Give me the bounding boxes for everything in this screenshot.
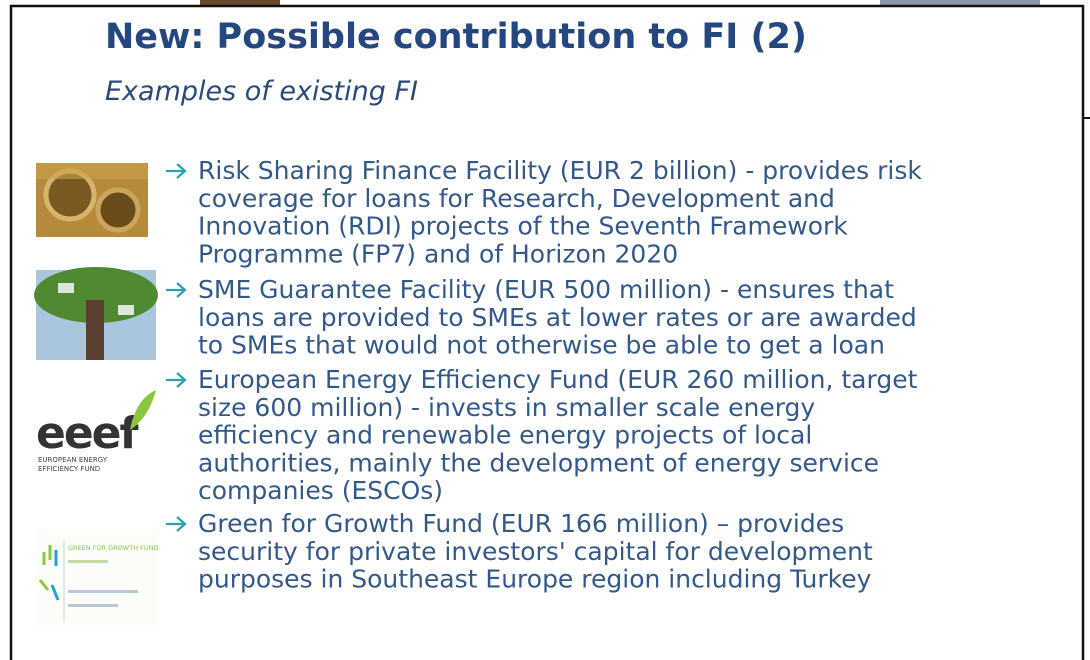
bullet-arrow	[166, 373, 185, 387]
slide-subtitle: Examples of existing FI	[105, 76, 418, 107]
logo-caption: EFFICIENCY FUND	[38, 465, 100, 473]
bullet-arrow	[166, 283, 185, 297]
bullet-arrow	[166, 517, 185, 531]
logo-text: eeef	[36, 408, 140, 459]
bullet-line: Green for Growth Fund (EUR 166 million) …	[198, 509, 844, 538]
tree-image	[34, 267, 158, 360]
bullet-line: coverage for loans for Research, Develop…	[198, 184, 835, 213]
gears-image	[36, 163, 148, 237]
bullet-line: companies (ESCOs)	[198, 476, 443, 505]
eeef-logo: eeef EUROPEAN ENERGY EFFICIENCY FUND	[36, 390, 156, 473]
bullet-line: Risk Sharing Finance Facility (EUR 2 bil…	[198, 156, 922, 185]
bullet-line: size 600 million) - invests in smaller s…	[198, 393, 815, 422]
bullet-line: to SMEs that would not otherwise be able…	[198, 331, 885, 360]
slide-title: New: Possible contribution to FI (2)	[105, 17, 807, 57]
ggf-logo: GREEN FOR GROWTH FUND	[36, 530, 159, 626]
bullet-line: purposes in Southeast Europe region incl…	[198, 565, 872, 594]
bullet-line: authorities, mainly the development of e…	[198, 448, 879, 477]
bullet-line: SME Guarantee Facility (EUR 500 million)…	[198, 275, 894, 304]
bullet-line: Programme (FP7) and of Horizon 2020	[198, 239, 678, 268]
bullet-line: efficiency and renewable energy projects…	[198, 421, 812, 450]
bullet-line: Innovation (RDI) projects of the Seventh…	[198, 212, 848, 241]
slide: New: Possible contribution to FI (2) Exa…	[0, 0, 1090, 660]
bullet-line: security for private investors' capital …	[198, 537, 873, 566]
bullet-line: loans are provided to SMEs at lower rate…	[198, 303, 917, 332]
logo-text: GREEN FOR GROWTH FUND	[68, 544, 159, 552]
logo-caption: EUROPEAN ENERGY	[38, 456, 108, 464]
bullet-line: European Energy Efficiency Fund (EUR 260…	[198, 365, 918, 394]
bullet-arrow	[166, 164, 185, 178]
bullet-list: Risk Sharing Finance Facility (EUR 2 bil…	[166, 156, 922, 594]
